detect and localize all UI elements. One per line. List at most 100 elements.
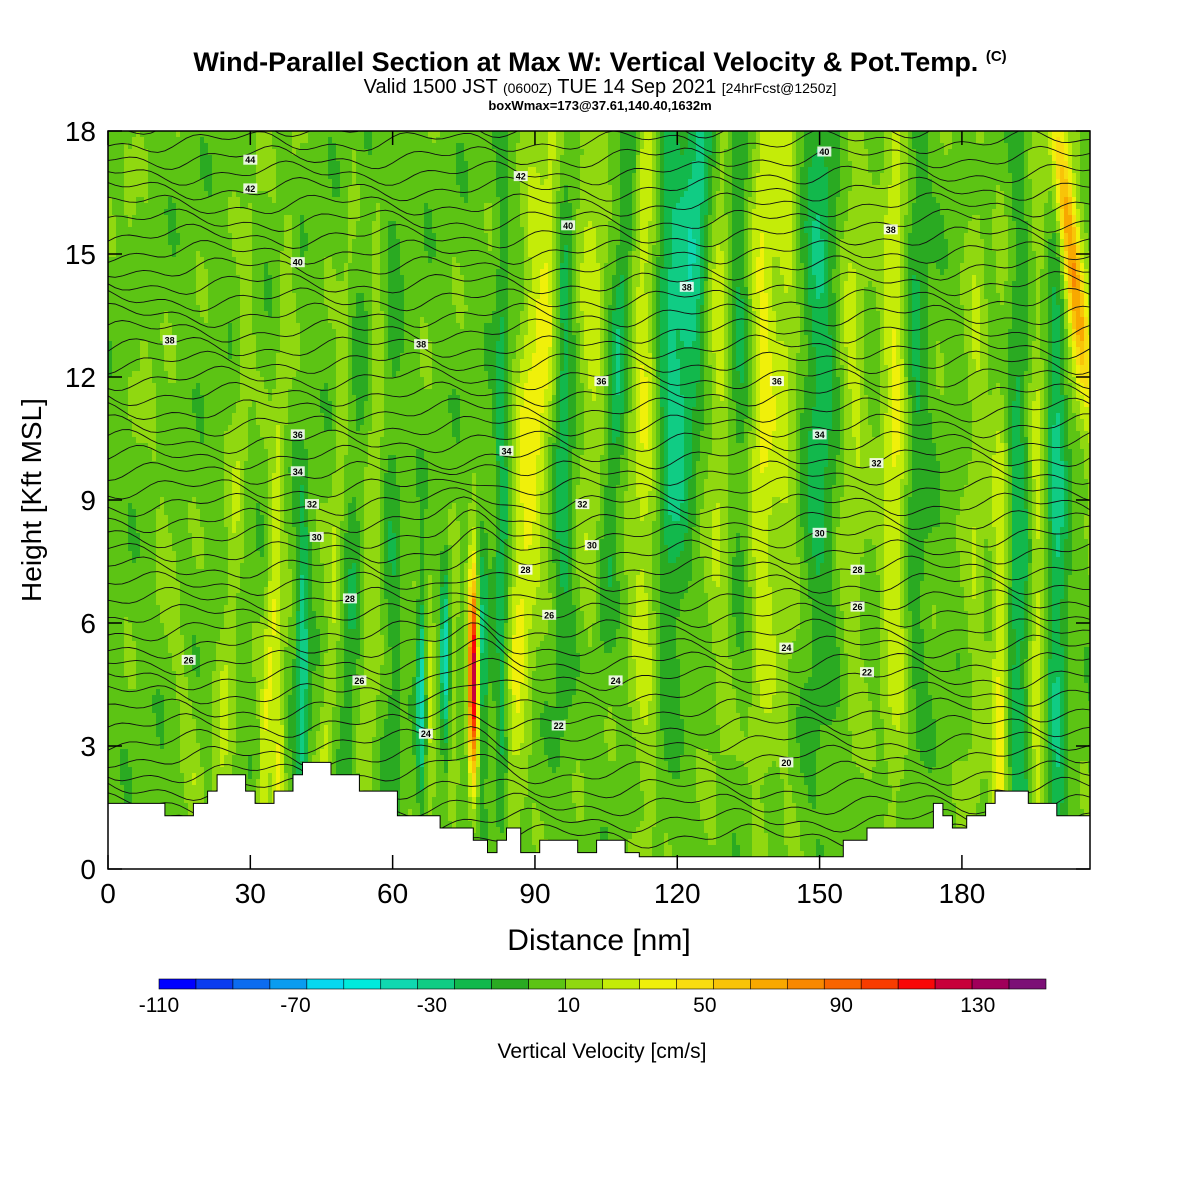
- colorbar-swatch: [417, 978, 455, 990]
- valid-time: Valid 1500 JST: [363, 76, 498, 98]
- theta-contour-label: 26: [181, 654, 196, 665]
- colorbar-swatch: [639, 978, 677, 990]
- colorbar-swatch: [195, 978, 234, 990]
- theta-contour-line: [108, 776, 1090, 801]
- theta-contour-line: [108, 638, 1090, 676]
- theta-contour-label: 36: [769, 376, 784, 387]
- colorbar-swatch: [1008, 978, 1047, 990]
- x-tick-label: 90: [519, 878, 550, 909]
- theta-contour-line: [108, 381, 1090, 407]
- theta-contour-label: 32: [575, 499, 590, 510]
- x-tick-label: 150: [796, 878, 843, 909]
- colorbar-swatch: [786, 978, 825, 990]
- theta-contour-line: [108, 526, 1090, 565]
- theta-contour-line: [108, 679, 1090, 707]
- colorbar: -110 -70 -30 10 50 90 130: [139, 978, 1047, 1017]
- x-tick-label: 30: [235, 878, 266, 909]
- theta-contour-line: [108, 145, 1090, 170]
- colorbar-tick-label: 90: [830, 994, 853, 1017]
- colorbar-swatch: [528, 978, 566, 990]
- chart-titles: Wind-Parallel Section at Max W: Vertical…: [0, 42, 1200, 113]
- theta-contour-line: [108, 586, 1090, 613]
- theta-contour-label: 22: [860, 667, 875, 678]
- theta-contour-line: [108, 302, 1090, 328]
- theta-contour-label: 28: [342, 593, 357, 604]
- y-tick-label: 6: [80, 608, 96, 639]
- theta-contour-line: [108, 239, 1090, 265]
- theta-contour-line: [108, 496, 1090, 533]
- theta-contour-label: 26: [352, 675, 367, 686]
- colorbar-label: Vertical Velocity [cm/s]: [498, 1040, 707, 1063]
- theta-contour-line: [108, 548, 1090, 581]
- x-tick-label: 0: [100, 878, 116, 909]
- terrain: [107, 761, 1091, 870]
- theta-contour-label: 38: [883, 224, 898, 235]
- theta-contour-line: [108, 208, 1090, 233]
- theta-contour-line: [108, 601, 1090, 628]
- theta-contour-label: 28: [850, 564, 865, 575]
- colorbar-tick-label: 130: [960, 994, 995, 1017]
- theta-contour-label: 38: [162, 335, 177, 346]
- colorbar-swatch: [343, 978, 382, 990]
- theta-contour-label: 24: [608, 675, 623, 686]
- theta-contour-line: [108, 271, 1090, 297]
- theta-contour-line: [108, 726, 1090, 755]
- colorbar-swatch: [676, 978, 714, 990]
- colorbar-swatch: [454, 978, 492, 990]
- theta-contour-label: 24: [418, 728, 433, 739]
- y-tick-label: 15: [65, 239, 96, 270]
- y-axis-label: Height [Kft MSL]: [16, 398, 47, 602]
- colorbar-swatch: [860, 978, 899, 990]
- x-tick-label: 120: [654, 878, 701, 909]
- theta-contour-label: 36: [594, 376, 609, 387]
- theta-contour-label: 34: [499, 445, 514, 456]
- colorbar-swatch: [491, 978, 529, 990]
- box-wmax-text: boxWmax=173@37.61,140.40,1632m: [488, 98, 712, 113]
- theta-contour-line: [108, 622, 1090, 659]
- theta-contour-label: 30: [309, 531, 324, 542]
- theta-contour-line: [108, 739, 1090, 770]
- colorbar-swatch: [713, 978, 751, 990]
- colorbar-swatch: [823, 978, 862, 990]
- theta-contour-line: [108, 697, 1090, 723]
- colorbar-swatch: [565, 978, 603, 990]
- theta-contour-line: [108, 444, 1090, 471]
- colorbar-tick-label: -30: [417, 994, 447, 1017]
- theta-contour-line: [108, 160, 1090, 186]
- theta-contour-line: [108, 287, 1090, 312]
- theta-contour-line: [108, 318, 1090, 344]
- colorbar-swatch: [750, 978, 788, 990]
- theta-contour-label: 28: [518, 564, 533, 575]
- theta-contour-line: [108, 131, 1090, 154]
- y-tick-label: 12: [65, 362, 96, 393]
- colorbar-tick-label: -70: [280, 994, 310, 1017]
- theta-contour-label: 40: [817, 146, 832, 157]
- colorbar-swatch: [897, 978, 936, 990]
- theta-contour-label: 34: [812, 429, 827, 440]
- title-text: Wind-Parallel Section at Max W: Vertical…: [193, 47, 979, 77]
- colorbar-swatch: [971, 978, 1010, 990]
- theta-contour-line: [108, 176, 1090, 202]
- theta-contour-label: 40: [290, 257, 305, 268]
- theta-contour-label: 36: [290, 429, 305, 440]
- chart-title: Wind-Parallel Section at Max W: Vertical…: [0, 42, 1200, 77]
- colorbar-tick-label: 50: [693, 994, 716, 1017]
- forecast-tag: [24hrFcst@1250z]: [721, 80, 837, 96]
- y-tick-label: 9: [80, 485, 96, 516]
- theta-contour-label: 40: [561, 220, 576, 231]
- title-tag: (C): [985, 48, 1007, 65]
- theta-contour-line: [108, 350, 1090, 375]
- theta-contour-label: 42: [513, 171, 528, 182]
- theta-contour-label: 32: [304, 499, 319, 510]
- colorbar-swatch: [232, 978, 271, 990]
- theta-contour-label: 24: [779, 642, 794, 653]
- valid-utc: (0600Z): [502, 80, 552, 96]
- colorbar-swatch: [380, 978, 419, 990]
- theta-contour-label: 20: [779, 757, 794, 768]
- terrain-mask: [107, 761, 1091, 870]
- theta-contour-line: [108, 460, 1090, 486]
- theta-contour-line: [108, 610, 1090, 644]
- x-tick-label: 60: [377, 878, 408, 909]
- colorbar-tick-label: 10: [557, 994, 580, 1017]
